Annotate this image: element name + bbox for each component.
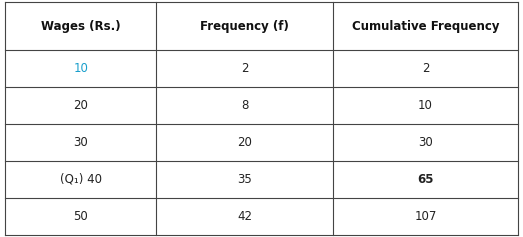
Text: 2: 2	[422, 62, 429, 75]
Text: 8: 8	[241, 99, 248, 112]
Text: Wages (Rs.): Wages (Rs.)	[41, 20, 121, 33]
Text: 10: 10	[418, 99, 433, 112]
Text: 107: 107	[414, 210, 437, 223]
Text: 30: 30	[418, 136, 433, 149]
Text: 20: 20	[237, 136, 252, 149]
Text: 42: 42	[237, 210, 252, 223]
Text: 10: 10	[73, 62, 88, 75]
Text: Frequency (f): Frequency (f)	[200, 20, 289, 33]
Text: (Q₁) 40: (Q₁) 40	[60, 173, 102, 186]
Text: Cumulative Frequency: Cumulative Frequency	[352, 20, 499, 33]
Text: 50: 50	[73, 210, 88, 223]
Text: 30: 30	[73, 136, 88, 149]
Text: 35: 35	[237, 173, 252, 186]
Text: 2: 2	[241, 62, 248, 75]
Text: 20: 20	[73, 99, 88, 112]
Text: 65: 65	[417, 173, 434, 186]
